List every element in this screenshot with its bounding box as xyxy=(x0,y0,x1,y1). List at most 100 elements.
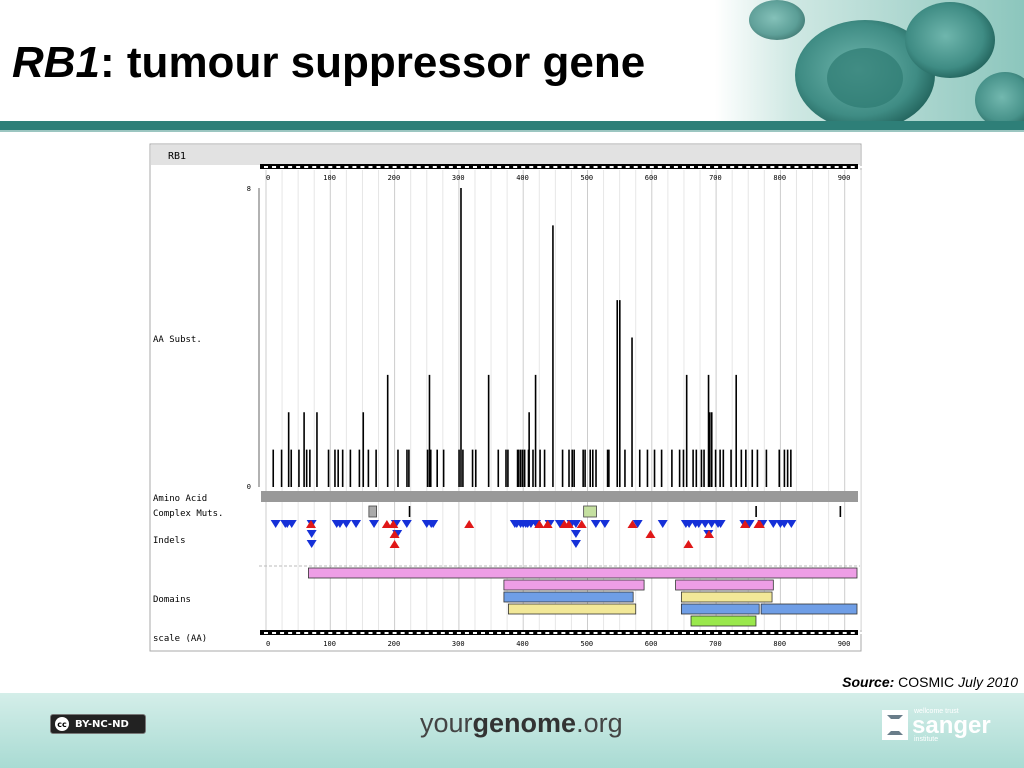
ruler-dash xyxy=(312,632,317,634)
ruler-dash xyxy=(464,166,469,168)
x-tick-label: 200 xyxy=(388,174,401,182)
insertion-marker xyxy=(563,520,574,528)
sanger-mark-icon xyxy=(882,710,908,740)
ruler-dash xyxy=(408,166,413,168)
substitution-bar xyxy=(519,449,522,487)
x-tick-label: 100 xyxy=(323,174,336,182)
ruler-dash xyxy=(786,632,791,634)
substitution-bar xyxy=(624,449,626,487)
substitution-bar xyxy=(375,449,377,487)
ruler-dash xyxy=(722,166,727,168)
substitution-bar xyxy=(290,449,293,487)
insertion-marker xyxy=(389,530,400,538)
substitution-bar xyxy=(539,449,541,487)
source-sep: : xyxy=(889,674,895,690)
insertion-marker xyxy=(306,520,317,528)
ruler-dash xyxy=(657,166,662,168)
deletion-marker xyxy=(590,520,601,528)
ruler-dash xyxy=(641,166,646,168)
ruler-dash xyxy=(593,166,598,168)
footer-brand[interactable]: yourgenome.org xyxy=(420,708,623,739)
ruler-dash xyxy=(818,166,823,168)
substitution-bar xyxy=(337,449,339,487)
ruler-dash xyxy=(537,632,542,634)
deletion-marker xyxy=(428,520,439,528)
ruler-dash xyxy=(497,166,502,168)
domain-bar xyxy=(503,591,634,603)
ruler-dash xyxy=(617,632,622,634)
substitution-bar xyxy=(561,449,564,487)
ruler-dash xyxy=(440,166,445,168)
substitution-bar xyxy=(730,449,732,487)
ruler-dash xyxy=(842,166,847,168)
ruler-dash xyxy=(304,632,309,634)
substitution-bar xyxy=(406,449,408,487)
ruler-dash xyxy=(834,632,839,634)
top-scale-ruler xyxy=(260,164,858,169)
substitution-bar xyxy=(671,449,673,487)
deletion-marker xyxy=(306,530,317,538)
ruler-dash xyxy=(432,632,437,634)
substitution-bar xyxy=(316,412,318,487)
ruler-dash xyxy=(689,632,694,634)
ruler-dash xyxy=(649,166,654,168)
ruler-dash xyxy=(392,632,397,634)
substitution-bar xyxy=(327,449,330,487)
ruler-dash xyxy=(706,632,711,634)
substitution-bar xyxy=(358,449,361,487)
ruler-dash xyxy=(665,632,670,634)
ruler-dash xyxy=(561,166,566,168)
ruler-dash xyxy=(633,166,638,168)
ruler-dash xyxy=(802,632,807,634)
sanger-logo[interactable]: wellcome trust sanger institute xyxy=(882,708,991,743)
ruler-dash xyxy=(352,166,357,168)
ruler-dash xyxy=(456,632,461,634)
substitution-bar xyxy=(521,449,524,487)
substitution-bar xyxy=(678,449,681,487)
ruler-dash xyxy=(296,632,301,634)
ruler-dash xyxy=(810,632,815,634)
ruler-dash xyxy=(810,166,815,168)
x-tick-label: 900 xyxy=(838,174,851,182)
ruler-dash xyxy=(472,632,477,634)
ruler-dash xyxy=(304,166,309,168)
deletion-marker xyxy=(570,530,581,538)
ruler-dash xyxy=(818,632,823,634)
license-badge[interactable]: cc BY-NC-ND xyxy=(50,714,146,734)
substitution-bar xyxy=(341,449,344,487)
substitution-bar xyxy=(303,412,305,487)
insertion-marker xyxy=(534,520,545,528)
deletion-marker xyxy=(334,520,345,528)
ruler-dash xyxy=(569,632,574,634)
amino-acid-track xyxy=(261,491,858,502)
title-rest: : tumour suppressor gene xyxy=(100,38,646,87)
insertion-marker xyxy=(754,520,765,528)
substitution-bar xyxy=(272,449,275,487)
x-tick-label: 400 xyxy=(516,174,529,182)
ruler-dash xyxy=(368,166,373,168)
ruler-dash xyxy=(344,166,349,168)
substitution-bar xyxy=(487,374,490,487)
bottom-scale-ruler xyxy=(260,630,858,635)
x-tick-label: 0 xyxy=(266,640,270,648)
ruler-dash xyxy=(408,632,413,634)
substitution-bar xyxy=(589,449,592,487)
ruler-dash xyxy=(601,632,606,634)
substitution-bar xyxy=(571,449,574,487)
ruler-dash xyxy=(698,166,703,168)
substitution-bar xyxy=(386,374,389,487)
deletion-marker xyxy=(351,520,362,528)
domain-bar xyxy=(503,579,645,591)
ruler-dash xyxy=(681,632,686,634)
ruler-dash xyxy=(641,632,646,634)
deletion-marker xyxy=(570,540,581,548)
ruler-dash xyxy=(794,632,799,634)
insertion-marker xyxy=(740,520,751,528)
substitution-bar xyxy=(426,449,429,487)
substitution-bar xyxy=(722,449,725,487)
complex-mutation-tick xyxy=(839,506,842,517)
ruler-dash xyxy=(601,166,606,168)
insertion-marker xyxy=(381,520,392,528)
deletion-marker xyxy=(768,520,779,528)
slide-title: RB1: tumour suppressor gene xyxy=(12,38,645,88)
